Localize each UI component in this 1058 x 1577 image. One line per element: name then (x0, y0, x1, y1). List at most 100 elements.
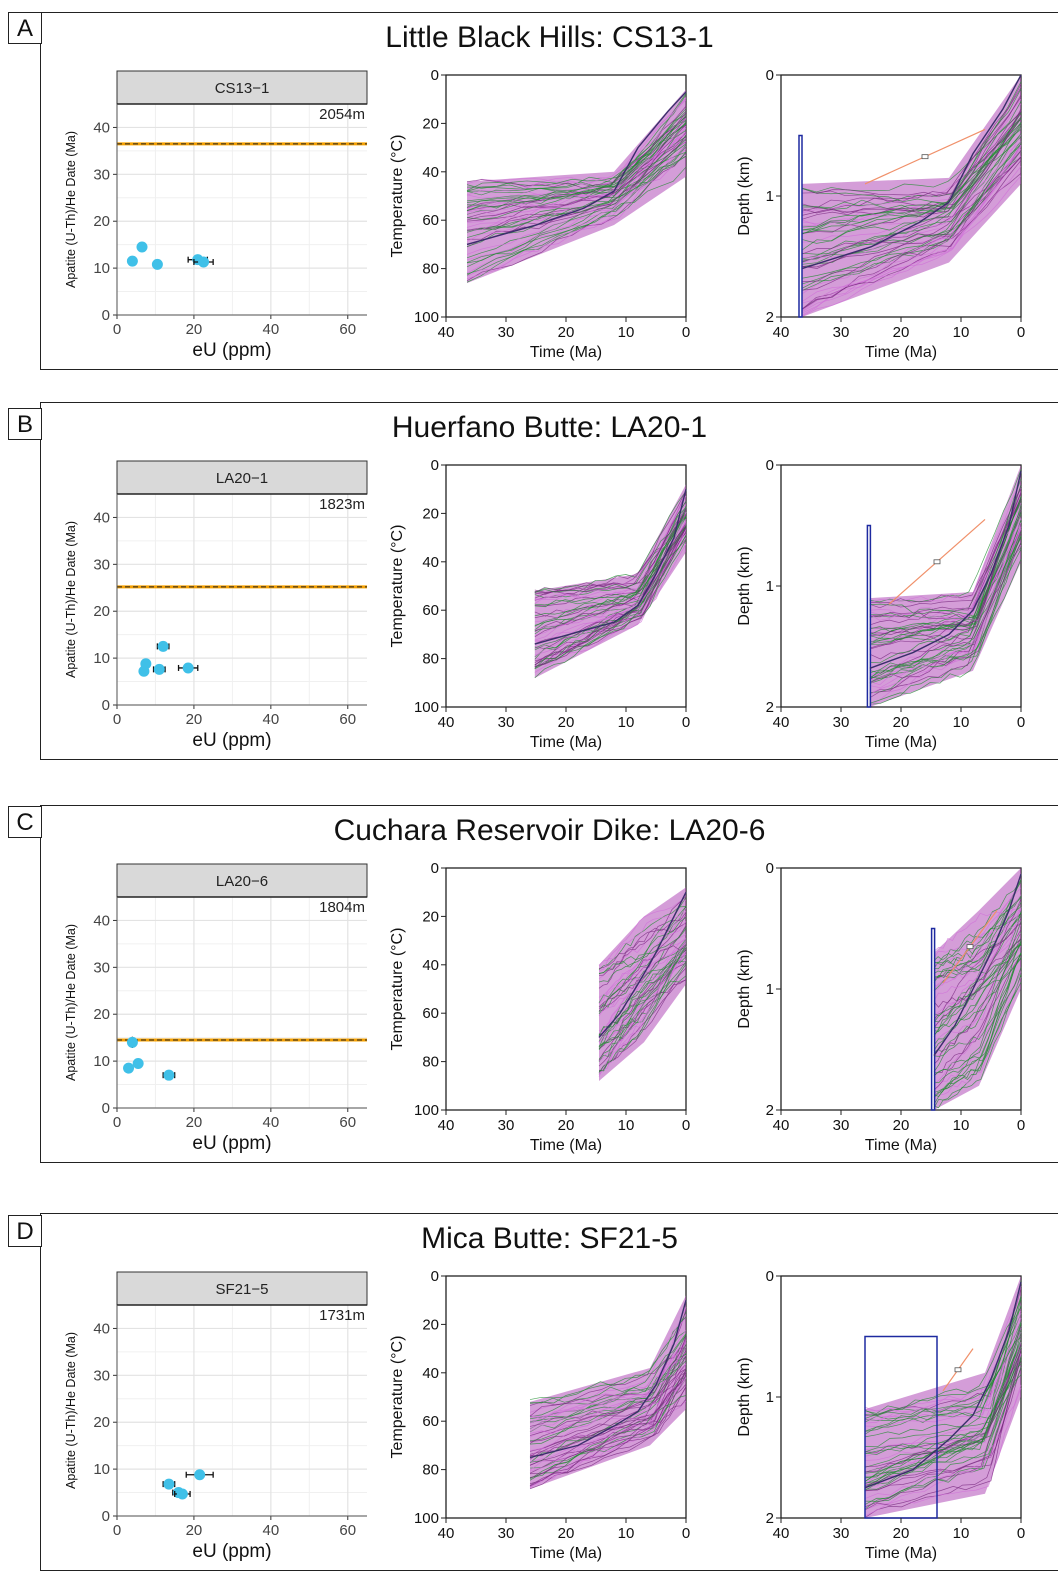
x-tick-label: 60 (339, 1114, 356, 1131)
elevation-label: 1731m (319, 1307, 365, 1324)
y-tick-label: 40 (93, 1320, 110, 1337)
facet-strip (116, 70, 368, 105)
x-axis-label: eU (ppm) (192, 1541, 271, 1562)
x-tick-label: 20 (893, 714, 910, 731)
constraint-box (930, 927, 936, 1111)
y-tick-label: 0 (766, 457, 774, 474)
y-tick-label: 30 (93, 959, 110, 976)
point-marker (194, 1469, 206, 1481)
x-tick-label: 20 (186, 1114, 203, 1131)
y-tick-label: 2 (766, 699, 774, 716)
x-tick-label: 30 (833, 324, 850, 341)
y-axis-label: Temperature (°C) (389, 1336, 406, 1459)
y-tick-label: 100 (414, 699, 439, 716)
panel-title: Mica Butte: SF21-5 (421, 1222, 678, 1255)
y-tick-label: 20 (93, 1006, 110, 1023)
point-marker (157, 640, 169, 652)
mean-path-line (466, 91, 687, 246)
x-tick-label: 0 (113, 321, 121, 338)
data-point (174, 1488, 191, 1500)
mean-path-line (864, 1281, 1022, 1489)
x-tick-label: 0 (113, 1522, 121, 1539)
x-axis-label: Time (Ma) (530, 1137, 602, 1154)
data-point (162, 1478, 176, 1490)
data-point (193, 256, 214, 268)
x-tick-label: 40 (438, 1525, 455, 1542)
y-tick-label: 30 (93, 166, 110, 183)
x-tick-label: 20 (558, 1117, 575, 1134)
x-tick-label: 10 (618, 1525, 635, 1542)
x-axis-label: Time (Ma) (865, 344, 937, 361)
x-tick-label: 0 (1017, 1117, 1025, 1134)
mean-path-line (869, 470, 1022, 669)
x-tick-label: 40 (438, 714, 455, 731)
panel-a: Little Black Hills: CS13-1 CS13−1 2054m 0 20… (40, 12, 1058, 370)
y-tick-label: 60 (422, 1005, 439, 1022)
x-axis-label: Time (Ma) (865, 1545, 937, 1562)
facet-label: LA20−6 (216, 873, 268, 890)
x-axis-label: Time (Ma) (865, 1137, 937, 1154)
x-tick-label: 40 (773, 324, 790, 341)
y-axis-label: Apatite (U-Th)/He Date (Ma) (64, 1332, 78, 1489)
x-axis-label: Time (Ma) (865, 734, 937, 751)
data-point (156, 640, 170, 652)
y-tick-label: 0 (431, 67, 439, 84)
y-axis-label: Temperature (°C) (389, 525, 406, 648)
y-tick-label: 80 (422, 1462, 439, 1479)
depth-history-plot: 40 30 20 10 0 0 1 2 Time (Ma) Depth (km) (736, 860, 1025, 1154)
x-tick-label: 10 (953, 324, 970, 341)
point-marker (182, 662, 194, 674)
x-tick-label: 20 (558, 714, 575, 731)
y-tick-label: 10 (93, 260, 110, 277)
y-axis-label: Apatite (U-Th)/He Date (Ma) (64, 521, 78, 678)
y-tick-label: 60 (422, 602, 439, 619)
x-tick-label: 0 (1017, 714, 1025, 731)
y-tick-label: 60 (422, 1413, 439, 1430)
y-tick-label: 0 (102, 1100, 110, 1117)
y-axis-label: Temperature (°C) (389, 135, 406, 258)
y-axis-label: Apatite (U-Th)/He Date (Ma) (64, 131, 78, 288)
y-axis-label: Apatite (U-Th)/He Date (Ma) (64, 924, 78, 1081)
x-tick-label: 30 (498, 1117, 515, 1134)
x-tick-label: 30 (833, 1525, 850, 1542)
x-tick-label: 10 (953, 1117, 970, 1134)
y-tick-label: 0 (766, 67, 774, 84)
path-cloud (869, 465, 1022, 707)
x-tick-label: 20 (558, 1525, 575, 1542)
date-vs-eu-plot: LA20−6 1804m 0 20 40 60 0 10 20 30 40 eU (ppm) Apati… (64, 863, 368, 1154)
y-tick-label: 0 (431, 1268, 439, 1285)
y-tick-label: 100 (414, 309, 439, 326)
mean-path-line (534, 489, 687, 645)
y-tick-label: 40 (93, 912, 110, 929)
y-tick-label: 20 (422, 505, 439, 522)
data-point (162, 1069, 176, 1081)
point-marker (132, 1057, 144, 1069)
y-tick-label: 10 (93, 1461, 110, 1478)
y-tick-label: 20 (93, 213, 110, 230)
gridlines (116, 494, 367, 706)
x-tick-label: 20 (186, 711, 203, 728)
y-axis-label: Depth (km) (736, 546, 753, 625)
point-marker (163, 1478, 175, 1490)
facet-strip (116, 1271, 368, 1306)
x-axis-label: Time (Ma) (530, 734, 602, 751)
depth-history-plot: 40 30 20 10 0 0 1 2 Time (Ma) Depth (km) (736, 67, 1025, 361)
panel-title: Little Black Hills: CS13-1 (385, 21, 714, 54)
point-marker (123, 1062, 135, 1074)
panel-title: Huerfano Butte: LA20-1 (391, 411, 708, 444)
y-axis-label: Depth (km) (736, 1357, 753, 1436)
x-tick-label: 60 (339, 711, 356, 728)
panel-b: Huerfano Butte: LA20-1 LA20−1 1823m 0 20 40 60… (40, 402, 1058, 760)
facet-label: CS13−1 (215, 80, 270, 97)
y-tick-label: 10 (93, 1053, 110, 1070)
x-tick-label: 30 (833, 1117, 850, 1134)
gridlines (116, 1305, 367, 1517)
x-tick-label: 10 (618, 1117, 635, 1134)
x-tick-label: 0 (113, 711, 121, 728)
path-cloud (864, 1276, 1022, 1518)
y-tick-label: 40 (422, 164, 439, 181)
y-tick-label: 0 (431, 457, 439, 474)
y-tick-label: 40 (422, 957, 439, 974)
point-marker (198, 256, 210, 268)
